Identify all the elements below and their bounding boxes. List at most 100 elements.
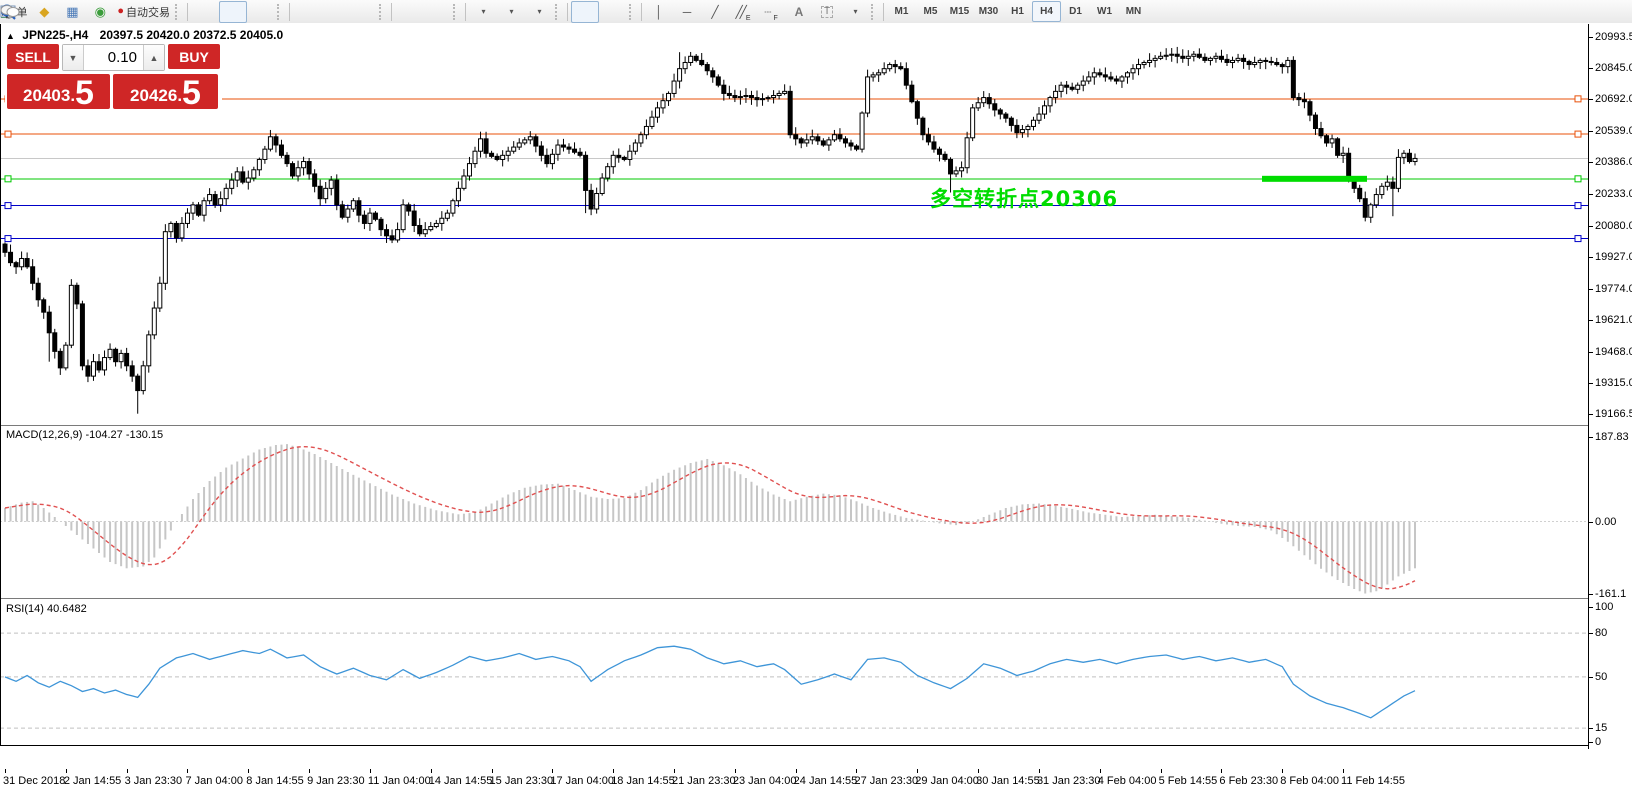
datacenter-button[interactable]: ◉ xyxy=(86,1,114,23)
axis-tick-label: -161.1 xyxy=(1595,588,1627,600)
macd-panel-canvas[interactable] xyxy=(0,427,1589,598)
bar-chart-button[interactable] xyxy=(2,1,219,23)
time-axis-label: 21 Jan 23:30 xyxy=(672,775,736,787)
fibonacci-button[interactable]: ┄ F xyxy=(757,1,785,23)
time-axis-label: 15 Jan 23:30 xyxy=(489,775,554,787)
time-tick xyxy=(795,769,797,773)
axis-tick xyxy=(1589,193,1593,195)
one-click-trading-panel: SELL ▼ 0.10 ▲ BUY 20403. 5 20426. 5 xyxy=(5,42,222,111)
axis-tick xyxy=(1589,676,1593,678)
time-axis-label: 5 Feb 14:55 xyxy=(1158,775,1218,787)
shapes-button[interactable]: ▾ xyxy=(2,1,869,23)
panel-divider[interactable] xyxy=(0,598,1589,599)
time-axis-label: 31 Jan 23:30 xyxy=(1036,775,1101,787)
time-axis-label: 2 Jan 14:55 xyxy=(63,775,122,787)
horizontal-line-icon: ─ xyxy=(682,4,692,19)
new-order-label: 单 xyxy=(16,6,28,19)
text-label-button[interactable]: T xyxy=(813,1,841,23)
buy-price[interactable]: 20426. 5 xyxy=(113,74,218,110)
time-tick xyxy=(1099,769,1101,773)
new-chart-button[interactable]: ◆ xyxy=(30,1,58,23)
rsi-panel-canvas[interactable] xyxy=(0,600,1589,745)
time-tick xyxy=(248,769,250,773)
autotrading-button[interactable]: ● 自动交易 xyxy=(114,1,173,23)
time-axis-label: 8 Feb 04:00 xyxy=(1280,775,1339,787)
time-tick xyxy=(1160,769,1162,773)
axis-tick-label: 19315.0 xyxy=(1595,377,1632,390)
crosshair-button[interactable] xyxy=(1,1,627,23)
timeframe-M30[interactable]: M30 xyxy=(978,6,999,17)
time-axis-label: 18 Jan 14:55 xyxy=(611,775,675,787)
panel-divider[interactable] xyxy=(0,425,1589,426)
auto-scroll-button[interactable] xyxy=(2,1,423,23)
collapse-panel-icon[interactable]: ▲ xyxy=(6,31,15,41)
axis-tick-label: 0.00 xyxy=(1595,515,1617,528)
time-axis-label: 24 Jan 14:55 xyxy=(793,775,858,787)
sell-price[interactable]: 20403. 5 xyxy=(7,74,110,110)
chart-window[interactable]: ▲ JPN225-,H4 20397.5 20420.0 20372.5 204… xyxy=(0,23,1632,787)
time-axis-label: 8 Jan 14:55 xyxy=(246,775,304,787)
axis-tick-label: 20386.0 xyxy=(1595,156,1632,169)
rsi-name: RSI(14) xyxy=(6,603,44,615)
vertical-line-icon: │ xyxy=(655,4,663,19)
time-axis-label: 4 Feb 04:00 xyxy=(1097,775,1157,787)
zoom-out-button[interactable] xyxy=(1,1,349,23)
price-chart-canvas[interactable] xyxy=(0,24,1589,426)
timeframe-W1[interactable]: W1 xyxy=(1097,6,1112,17)
time-axis-label: 7 Jan 04:00 xyxy=(185,775,243,787)
axis-tick xyxy=(1589,383,1593,385)
buy-button[interactable]: BUY xyxy=(168,44,220,69)
timeframe-M5[interactable]: M5 xyxy=(923,6,938,17)
plot-border xyxy=(1588,24,1589,749)
datacenter-icon: ◉ xyxy=(94,4,107,19)
text-button[interactable]: A xyxy=(785,1,813,23)
time-tick xyxy=(126,769,128,773)
time-axis-label: 3 Jan 23:30 xyxy=(124,775,183,787)
axis-tick xyxy=(1589,67,1593,69)
axis-tick xyxy=(1589,414,1593,415)
axis-tick xyxy=(1589,162,1593,164)
axis-tick xyxy=(1589,288,1593,290)
timeframe-D1[interactable]: D1 xyxy=(1069,6,1082,17)
timeframe-H1[interactable]: H1 xyxy=(1011,6,1024,17)
periods-button[interactable]: ▾ xyxy=(0,1,525,23)
volume-increase-button[interactable]: ▲ xyxy=(143,45,164,70)
chevron-down-icon: ▾ xyxy=(537,7,542,16)
timeframe-M1[interactable]: M1 xyxy=(894,6,909,17)
axis-tick xyxy=(1589,728,1593,730)
time-axis-label: 23 Jan 04:00 xyxy=(732,775,797,787)
time-axis-label: 6 Feb 23:30 xyxy=(1219,775,1279,787)
axis-tick-label: 20539.0 xyxy=(1595,124,1632,137)
chart-shift-button[interactable] xyxy=(2,1,451,23)
zoom-in-button[interactable] xyxy=(1,1,321,23)
channel-button[interactable]: ╱╱ E xyxy=(729,1,757,23)
volume-decrease-button[interactable]: ▼ xyxy=(63,45,84,70)
time-axis[interactable]: 31 Dec 2018 2 Jan 14:55 3 Jan 23:30 7 Jan 0… xyxy=(0,769,1589,792)
axis-tick xyxy=(1589,351,1593,353)
ohlc-values: 20397.5 20420.0 20372.5 20405.0 xyxy=(99,28,284,42)
cursor-button[interactable] xyxy=(2,0,599,23)
axis-tick-label: 20080.0 xyxy=(1595,219,1632,232)
templates-button[interactable]: ▾ xyxy=(0,1,553,23)
vertical-line-button[interactable]: │ xyxy=(645,1,673,23)
trendline-button[interactable]: ╱ xyxy=(701,1,729,23)
pivot-annotation[interactable]: 多空转折点20306 xyxy=(930,187,1119,211)
time-axis-label: 27 Jan 23:30 xyxy=(854,775,919,787)
indicators-button[interactable]: ▾ xyxy=(0,1,497,23)
candlestick-button[interactable] xyxy=(1,0,247,23)
time-tick xyxy=(1282,769,1284,773)
tile-windows-button[interactable] xyxy=(1,1,377,23)
horizontal-line-button[interactable]: ─ xyxy=(673,1,701,23)
time-tick xyxy=(734,769,736,773)
timeframe-MN[interactable]: MN xyxy=(1125,6,1142,17)
timeframe-M15[interactable]: M15 xyxy=(949,6,970,17)
sell-button[interactable]: SELL xyxy=(7,44,59,69)
timeframe-H4[interactable]: H4 xyxy=(1032,1,1061,22)
chat-icon[interactable] xyxy=(0,4,20,19)
time-axis-label: 11 Jan 04:00 xyxy=(367,775,431,787)
price-axis[interactable]: 20993.5 20845.0 20692.0 20539.0 20386.0 20233… xyxy=(1589,23,1632,769)
text-label-icon: T xyxy=(820,5,834,18)
line-chart-button[interactable] xyxy=(0,1,275,23)
profiles-button[interactable]: ▦ xyxy=(58,1,86,23)
volume-input[interactable]: 0.10 xyxy=(107,49,137,66)
